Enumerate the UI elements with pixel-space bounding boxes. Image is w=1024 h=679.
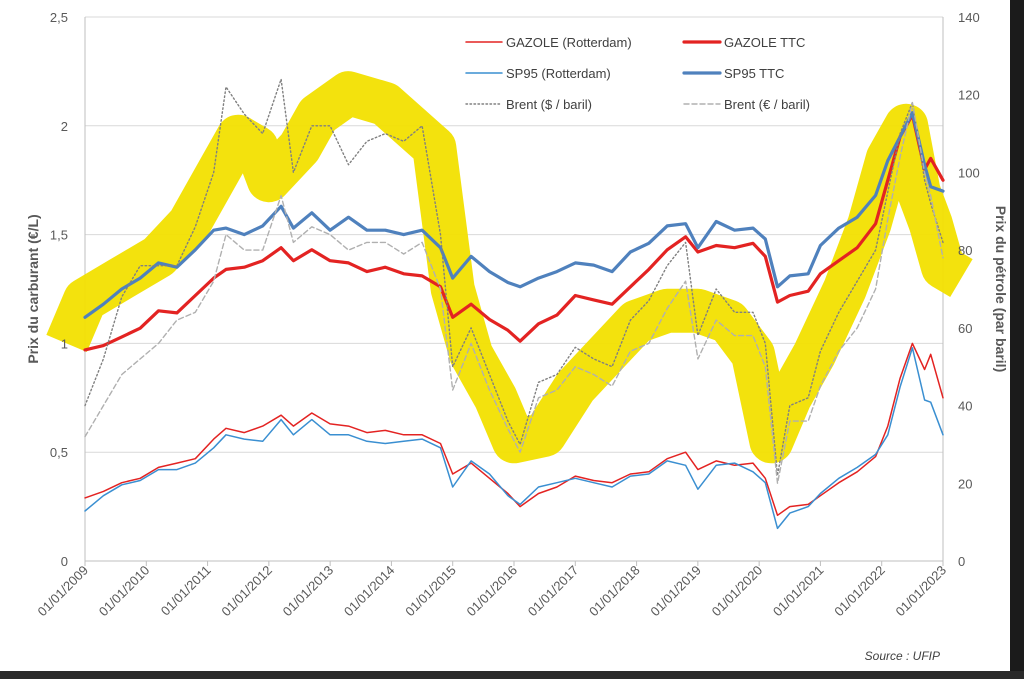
x-tick-label: 01/01/2012 bbox=[218, 563, 275, 620]
x-tick-label: 01/01/2016 bbox=[463, 563, 520, 620]
fuel-price-chart: 0 0,5 1 1,5 2 2,5 0 20 40 60 80 100 120 140 01/01/2009… bbox=[25, 10, 1009, 663]
series-line-4 bbox=[84, 78, 944, 477]
y-right-tick-label: 60 bbox=[958, 321, 972, 336]
x-tick-label: 01/01/2014 bbox=[341, 563, 398, 620]
series-line-2 bbox=[84, 347, 944, 530]
y-right-tick-label: 20 bbox=[958, 476, 972, 491]
window-edge-right bbox=[1010, 0, 1024, 679]
y-right-axis-title: Prix du pétrole (par baril) bbox=[993, 206, 1009, 372]
y-right-tick-label: 100 bbox=[958, 165, 980, 180]
y-left-tick-label: 1,5 bbox=[50, 228, 68, 243]
y-right-tick-label: 140 bbox=[958, 10, 980, 25]
x-tick-label: 01/01/2018 bbox=[586, 563, 643, 620]
x-tick-label: 01/01/2020 bbox=[709, 563, 766, 620]
series-line-5 bbox=[84, 101, 944, 484]
legend-label: Brent (€ / baril) bbox=[724, 97, 810, 112]
legend-label: Brent ($ / baril) bbox=[506, 97, 592, 112]
x-tick-label: 01/01/2010 bbox=[96, 563, 153, 620]
y-left-tick-label: 2 bbox=[61, 119, 68, 134]
y-left-tick-label: 0 bbox=[61, 554, 68, 569]
series-line-0 bbox=[84, 342, 944, 517]
series-line-1 bbox=[83, 113, 945, 352]
x-tick-label: 01/01/2015 bbox=[402, 563, 459, 620]
legend-label: GAZOLE TTC bbox=[724, 35, 805, 50]
window-edge-bottom bbox=[0, 671, 1024, 679]
x-tick-label: 01/01/2017 bbox=[525, 563, 582, 620]
x-tick-label: 01/01/2023 bbox=[892, 563, 949, 620]
legend-label: SP95 (Rotterdam) bbox=[506, 66, 611, 81]
x-tick-label: 01/01/2013 bbox=[280, 563, 337, 620]
x-tick-label: 01/01/2021 bbox=[770, 563, 827, 620]
legend-label: SP95 TTC bbox=[724, 66, 784, 81]
x-tick-label: 01/01/2009 bbox=[34, 563, 91, 620]
x-tick-label: 01/01/2011 bbox=[158, 563, 214, 619]
x-tick-label: 01/01/2019 bbox=[647, 563, 704, 620]
y-right-tick-label: 0 bbox=[958, 554, 965, 569]
y-right-tick-label: 40 bbox=[958, 399, 972, 414]
y-right-tick-label: 120 bbox=[958, 88, 980, 103]
legend-label: GAZOLE (Rotterdam) bbox=[506, 35, 632, 50]
y-left-tick-label: 2,5 bbox=[50, 10, 68, 25]
source-note: Source : UFIP bbox=[865, 649, 940, 663]
y-left-tick-label: 0,5 bbox=[50, 445, 68, 460]
series-line-3 bbox=[83, 111, 945, 319]
y-left-axis-title: Prix du carburant (€/L) bbox=[25, 214, 41, 363]
x-tick-label: 01/01/2022 bbox=[831, 563, 888, 620]
y-left-tick-label: 1 bbox=[61, 336, 68, 351]
y-right-tick-label: 80 bbox=[958, 243, 972, 258]
